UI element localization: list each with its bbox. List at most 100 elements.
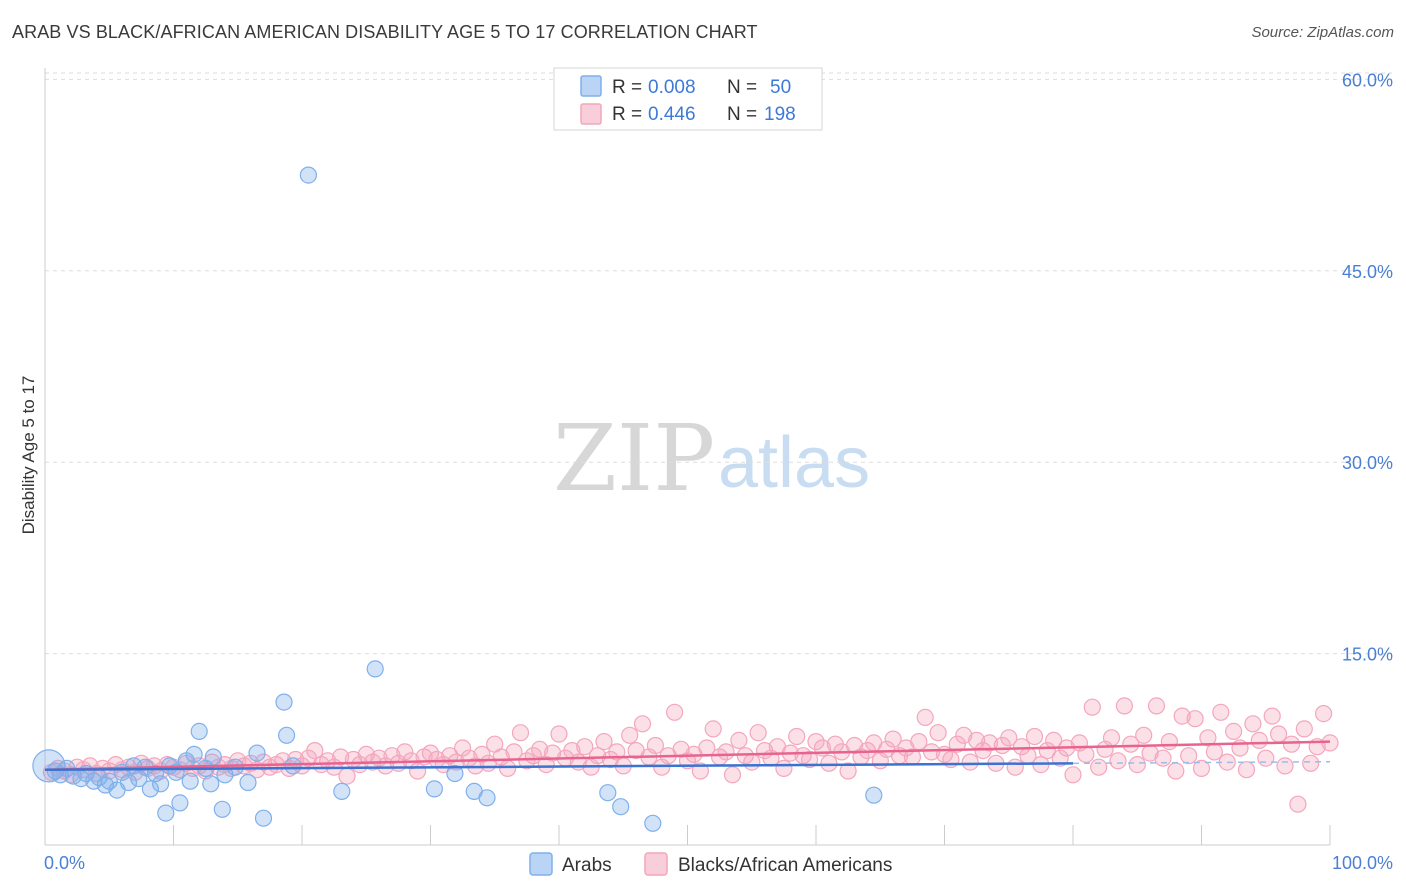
point-blacks-79	[550, 725, 568, 743]
point-blacks-198	[1314, 704, 1333, 723]
point-blacks-191	[1269, 725, 1288, 743]
point-arabs-39	[284, 757, 302, 775]
point-blacks-165	[1102, 729, 1121, 747]
point-blacks-167	[1115, 697, 1134, 715]
trend-lines	[44, 740, 1331, 771]
point-blacks-179	[1192, 759, 1211, 778]
point-arabs-19	[152, 775, 170, 793]
point-arabs-43	[425, 780, 443, 798]
point-arabs-13	[119, 773, 138, 792]
point-blacks-55	[396, 743, 414, 761]
legend-bottom-swatch-blacks	[644, 852, 668, 876]
point-blacks-175	[1167, 762, 1185, 780]
point-blacks-161	[1077, 745, 1095, 764]
point-blacks-121	[820, 754, 838, 772]
point-blacks-142	[955, 726, 973, 744]
point-blacks-45	[332, 748, 350, 766]
point-blacks-110	[749, 724, 767, 742]
point-blacks-92	[633, 715, 652, 733]
point-blacks-196	[1302, 754, 1320, 772]
point-arabs-46	[478, 789, 496, 807]
point-blacks-149	[1000, 729, 1018, 747]
axes	[44, 68, 1331, 846]
point-arabs-42	[366, 660, 384, 678]
point-arabs-34	[239, 773, 257, 792]
point-blacks-136	[916, 708, 934, 727]
point-blacks-169	[1128, 755, 1146, 774]
point-blacks-184	[1224, 722, 1243, 741]
point-blacks-131	[884, 730, 902, 748]
point-blacks-190	[1263, 707, 1281, 725]
legend-n-label-arabs: N =	[727, 77, 757, 98]
point-blacks-193	[1282, 735, 1301, 753]
point-blacks-97	[665, 703, 684, 721]
point-blacks-105	[717, 743, 735, 761]
legend-r-value-blacks: 0.446	[648, 104, 696, 125]
point-arabs-37	[275, 693, 293, 711]
point-blacks-180	[1199, 729, 1217, 747]
point-arabs-23	[171, 794, 189, 812]
point-blacks-166	[1109, 752, 1127, 770]
point-blacks-189	[1257, 749, 1275, 767]
point-blacks-182	[1212, 703, 1230, 721]
point-blacks-114	[775, 759, 793, 778]
legend-n-label-blacks: N =	[727, 104, 757, 125]
point-arabs-17	[141, 780, 159, 798]
point-arabs-40	[299, 166, 317, 184]
point-arabs-41	[333, 782, 351, 801]
point-blacks-163	[1090, 758, 1108, 776]
point-blacks-124	[839, 762, 857, 780]
point-blacks-168	[1122, 735, 1140, 753]
point-blacks-151	[1012, 738, 1031, 756]
point-blacks-186	[1237, 761, 1256, 779]
trend-line-arabs	[44, 762, 1074, 771]
legend-r-label-arabs: R =	[612, 77, 642, 98]
point-blacks-106	[723, 766, 742, 784]
point-blacks-153	[1025, 727, 1044, 746]
legend-r-value-arabs: 0.008	[648, 77, 696, 98]
point-blacks-73	[511, 724, 530, 742]
point-arabs-49	[644, 814, 662, 832]
point-blacks-119	[807, 732, 825, 751]
point-blacks-86	[595, 732, 613, 751]
y-tick-label-1: 30.0%	[1342, 453, 1393, 473]
point-blacks-150	[1006, 758, 1024, 776]
point-blacks-187	[1244, 715, 1262, 733]
legend-n-value-blacks: 198	[764, 104, 796, 125]
legend-bottom-swatch-arabs	[529, 852, 553, 876]
x-tick-label-0: 0.0%	[44, 853, 85, 873]
trend-line-arabs-extension	[1072, 760, 1331, 765]
point-arabs-50	[865, 786, 883, 804]
point-arabs-30	[204, 748, 222, 766]
point-blacks-94	[646, 736, 665, 755]
legend-swatch-arabs	[580, 75, 602, 97]
point-arabs-36	[254, 809, 273, 827]
point-blacks-116	[788, 727, 806, 746]
point-blacks-194	[1289, 795, 1307, 813]
point-blacks-41	[306, 741, 324, 760]
point-blacks-90	[621, 726, 639, 744]
legend-r-label-blacks: R =	[612, 104, 642, 125]
watermark-zip: ZIP	[553, 405, 715, 512]
point-arabs-48	[612, 798, 630, 816]
point-arabs-27	[190, 722, 208, 741]
legend-n-value-arabs: 50	[770, 77, 791, 98]
point-blacks-177	[1180, 747, 1198, 765]
point-blacks-107	[730, 731, 748, 750]
watermark-atlas: atlas	[718, 423, 870, 503]
point-blacks-138	[929, 724, 947, 742]
legend-bottom: Arabs Blacks/African Americans	[529, 852, 892, 876]
legend-top: R = 0.008 N = 50 R = 0.446 N = 198	[553, 67, 823, 131]
point-blacks-83	[576, 738, 594, 756]
point-arabs-33	[226, 758, 244, 776]
point-blacks-118	[800, 750, 819, 769]
tick-labels: 15.0% 30.0% 45.0% 60.0% 0.0% 100.0%	[44, 70, 1393, 873]
point-blacks-170	[1135, 726, 1153, 744]
point-blacks-101	[691, 762, 710, 780]
legend-bottom-label-blacks: Blacks/African Americans	[678, 855, 892, 876]
point-blacks-192	[1276, 757, 1294, 775]
point-blacks-172	[1147, 697, 1166, 715]
source-label: Source: ZipAtlas.com	[1251, 24, 1394, 41]
series-arabs-points	[32, 166, 883, 832]
